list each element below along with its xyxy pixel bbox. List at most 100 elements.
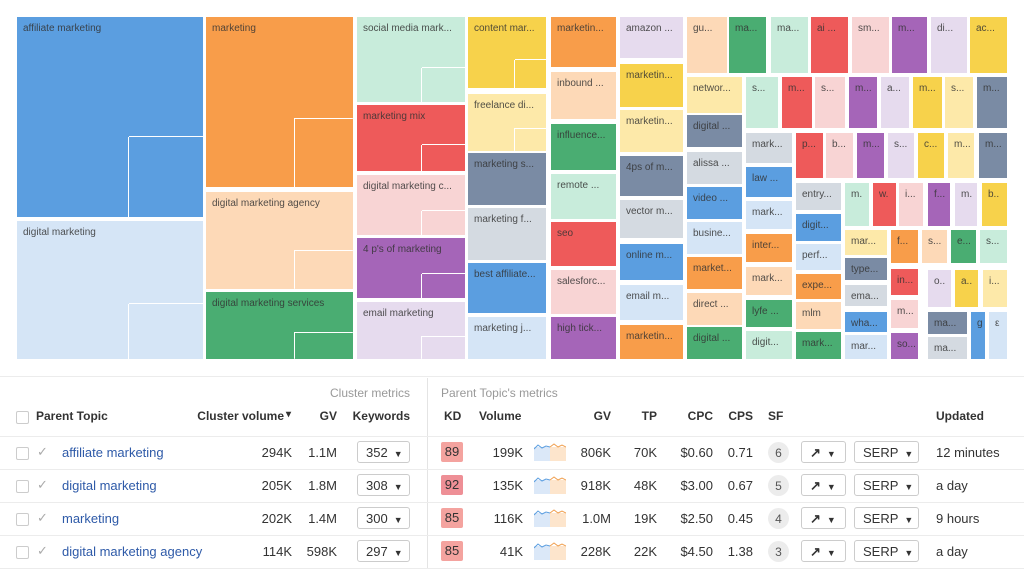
treemap-tile[interactable]: mar...	[845, 335, 887, 359]
treemap-tile[interactable]: marketin...	[551, 17, 616, 67]
treemap-tile[interactable]: ac...	[970, 17, 1007, 73]
treemap-tile[interactable]: 4 p's of marketing	[357, 238, 465, 298]
treemap-tile[interactable]: digital ...	[687, 327, 742, 359]
treemap-tile[interactable]: i...	[899, 183, 923, 226]
treemap-tile[interactable]: ma...	[771, 17, 808, 73]
treemap-tile[interactable]: digital marketing services	[206, 292, 353, 359]
treemap-tile[interactable]: so...	[891, 333, 918, 359]
treemap-tile[interactable]: best affiliate...	[468, 263, 546, 313]
treemap-tile[interactable]: seo	[551, 222, 616, 266]
treemap-tile[interactable]: ema...	[845, 285, 887, 306]
treemap-tile[interactable]: video ...	[687, 187, 742, 219]
parent-topic-link[interactable]: marketing	[62, 511, 120, 526]
header-gv[interactable]: GV	[319, 409, 337, 423]
treemap-tile[interactable]: direct ...	[687, 293, 742, 325]
treemap-tile[interactable]: ma...	[928, 312, 967, 334]
header-volume[interactable]: Volume	[479, 409, 522, 423]
treemap-tile[interactable]: c...	[918, 133, 944, 178]
treemap-tile[interactable]: mlm	[796, 302, 841, 329]
serp-features-count[interactable]: 5	[768, 475, 789, 496]
treemap-tile[interactable]: 4ps of m...	[620, 156, 683, 196]
select-all-checkbox[interactable]	[16, 411, 29, 424]
treemap-tile[interactable]: marketin...	[620, 110, 683, 152]
treemap-tile[interactable]: s...	[888, 133, 914, 178]
treemap-tile[interactable]: m.	[845, 183, 869, 226]
header-tp[interactable]: TP	[641, 409, 657, 423]
treemap-tile[interactable]: email m...	[620, 285, 683, 320]
treemap-tile[interactable]: e...	[951, 230, 976, 263]
treemap-tile[interactable]: s...	[980, 230, 1007, 263]
treemap-tile[interactable]: inbound ...	[551, 72, 616, 119]
treemap-tile[interactable]: mark...	[746, 201, 792, 229]
treemap-tile[interactable]: digital marketing	[17, 221, 203, 359]
header-cluster-volume[interactable]: Cluster volume	[197, 409, 284, 423]
treemap-tile[interactable]: marketing s...	[468, 153, 546, 205]
parent-topic-link[interactable]: affiliate marketing	[62, 445, 164, 460]
treemap-tile[interactable]: salesforc...	[551, 270, 616, 314]
keywords-dropdown[interactable]: 352 ▼	[357, 441, 410, 463]
header-cpc[interactable]: CPC	[687, 409, 713, 423]
treemap-tile[interactable]: digital marketing agency	[206, 192, 353, 289]
treemap-tile[interactable]: digital ...	[687, 115, 742, 147]
treemap-tile[interactable]: mark...	[746, 267, 792, 295]
header-updated[interactable]: Updated	[936, 409, 984, 423]
row-checkbox[interactable]	[16, 480, 29, 493]
trend-chart-dropdown[interactable]: ↗ ▼	[801, 474, 846, 496]
treemap-tile[interactable]: w.	[873, 183, 896, 226]
treemap-tile[interactable]: in...	[891, 269, 918, 295]
treemap-tile[interactable]: s...	[922, 230, 947, 263]
treemap-tile[interactable]: perf...	[796, 244, 841, 270]
treemap-tile[interactable]: type...	[845, 258, 887, 280]
treemap-tile[interactable]: m...	[948, 133, 974, 178]
treemap-tile[interactable]: lyfe ...	[746, 300, 792, 327]
treemap-tile[interactable]: digit...	[746, 331, 792, 359]
header-kd[interactable]: KD	[444, 409, 462, 423]
treemap-tile[interactable]: expe...	[796, 274, 841, 299]
treemap-tile[interactable]: m.	[955, 183, 977, 226]
keywords-dropdown[interactable]: 300 ▼	[357, 507, 410, 529]
header-cps[interactable]: CPS	[728, 409, 753, 423]
serp-dropdown[interactable]: SERP ▼	[854, 507, 919, 529]
treemap-tile[interactable]: s...	[815, 77, 845, 128]
header-parent-topic[interactable]: Parent Topic	[36, 409, 108, 423]
treemap-tile[interactable]: m...	[979, 133, 1007, 178]
row-checkbox[interactable]	[16, 546, 29, 559]
treemap-tile[interactable]: networ...	[687, 77, 742, 113]
treemap-tile[interactable]: high tick...	[551, 317, 616, 359]
treemap-tile[interactable]: ma...	[928, 337, 967, 359]
treemap-tile[interactable]: di...	[931, 17, 967, 73]
trend-chart-dropdown[interactable]: ↗ ▼	[801, 507, 846, 529]
serp-features-count[interactable]: 4	[768, 508, 789, 529]
treemap-tile[interactable]: o..	[928, 270, 951, 307]
treemap-tile[interactable]: email marketing	[357, 302, 465, 359]
keywords-dropdown[interactable]: 297 ▼	[357, 540, 410, 562]
treemap-tile[interactable]: market...	[687, 257, 742, 289]
treemap-tile[interactable]: marketing mix	[357, 105, 465, 171]
treemap-tile[interactable]: m...	[977, 77, 1007, 128]
header-parent-gv[interactable]: GV	[593, 409, 611, 423]
header-keywords[interactable]: Keywords	[352, 409, 410, 423]
serp-dropdown[interactable]: SERP ▼	[854, 441, 919, 463]
treemap-tile[interactable]: b...	[826, 133, 853, 178]
treemap-tile[interactable]: m...	[913, 77, 942, 128]
treemap-tile[interactable]: m...	[782, 77, 812, 128]
treemap-tile[interactable]: a..	[955, 270, 978, 307]
treemap-tile[interactable]: sm...	[852, 17, 889, 73]
header-sf[interactable]: SF	[768, 409, 784, 423]
treemap-tile[interactable]: gu...	[687, 17, 727, 73]
treemap-tile[interactable]: s...	[945, 77, 973, 128]
trend-chart-dropdown[interactable]: ↗ ▼	[801, 540, 846, 562]
treemap-tile[interactable]: vector m...	[620, 200, 683, 238]
treemap-tile[interactable]: marketing j...	[468, 317, 546, 359]
treemap-tile[interactable]: m...	[891, 300, 918, 328]
treemap-tile[interactable]: marketin...	[620, 64, 683, 107]
treemap-tile[interactable]: s...	[746, 77, 778, 128]
treemap-tile[interactable]: mark...	[746, 133, 792, 163]
treemap-tile[interactable]: remote ...	[551, 174, 616, 219]
treemap-tile[interactable]: law ...	[746, 167, 792, 197]
treemap-tile[interactable]: influence...	[551, 124, 616, 170]
treemap-tile[interactable]: ma...	[729, 17, 766, 73]
serp-dropdown[interactable]: SERP ▼	[854, 474, 919, 496]
treemap-tile[interactable]: freelance di...	[468, 94, 546, 151]
treemap-tile[interactable]: marketing	[206, 17, 353, 187]
